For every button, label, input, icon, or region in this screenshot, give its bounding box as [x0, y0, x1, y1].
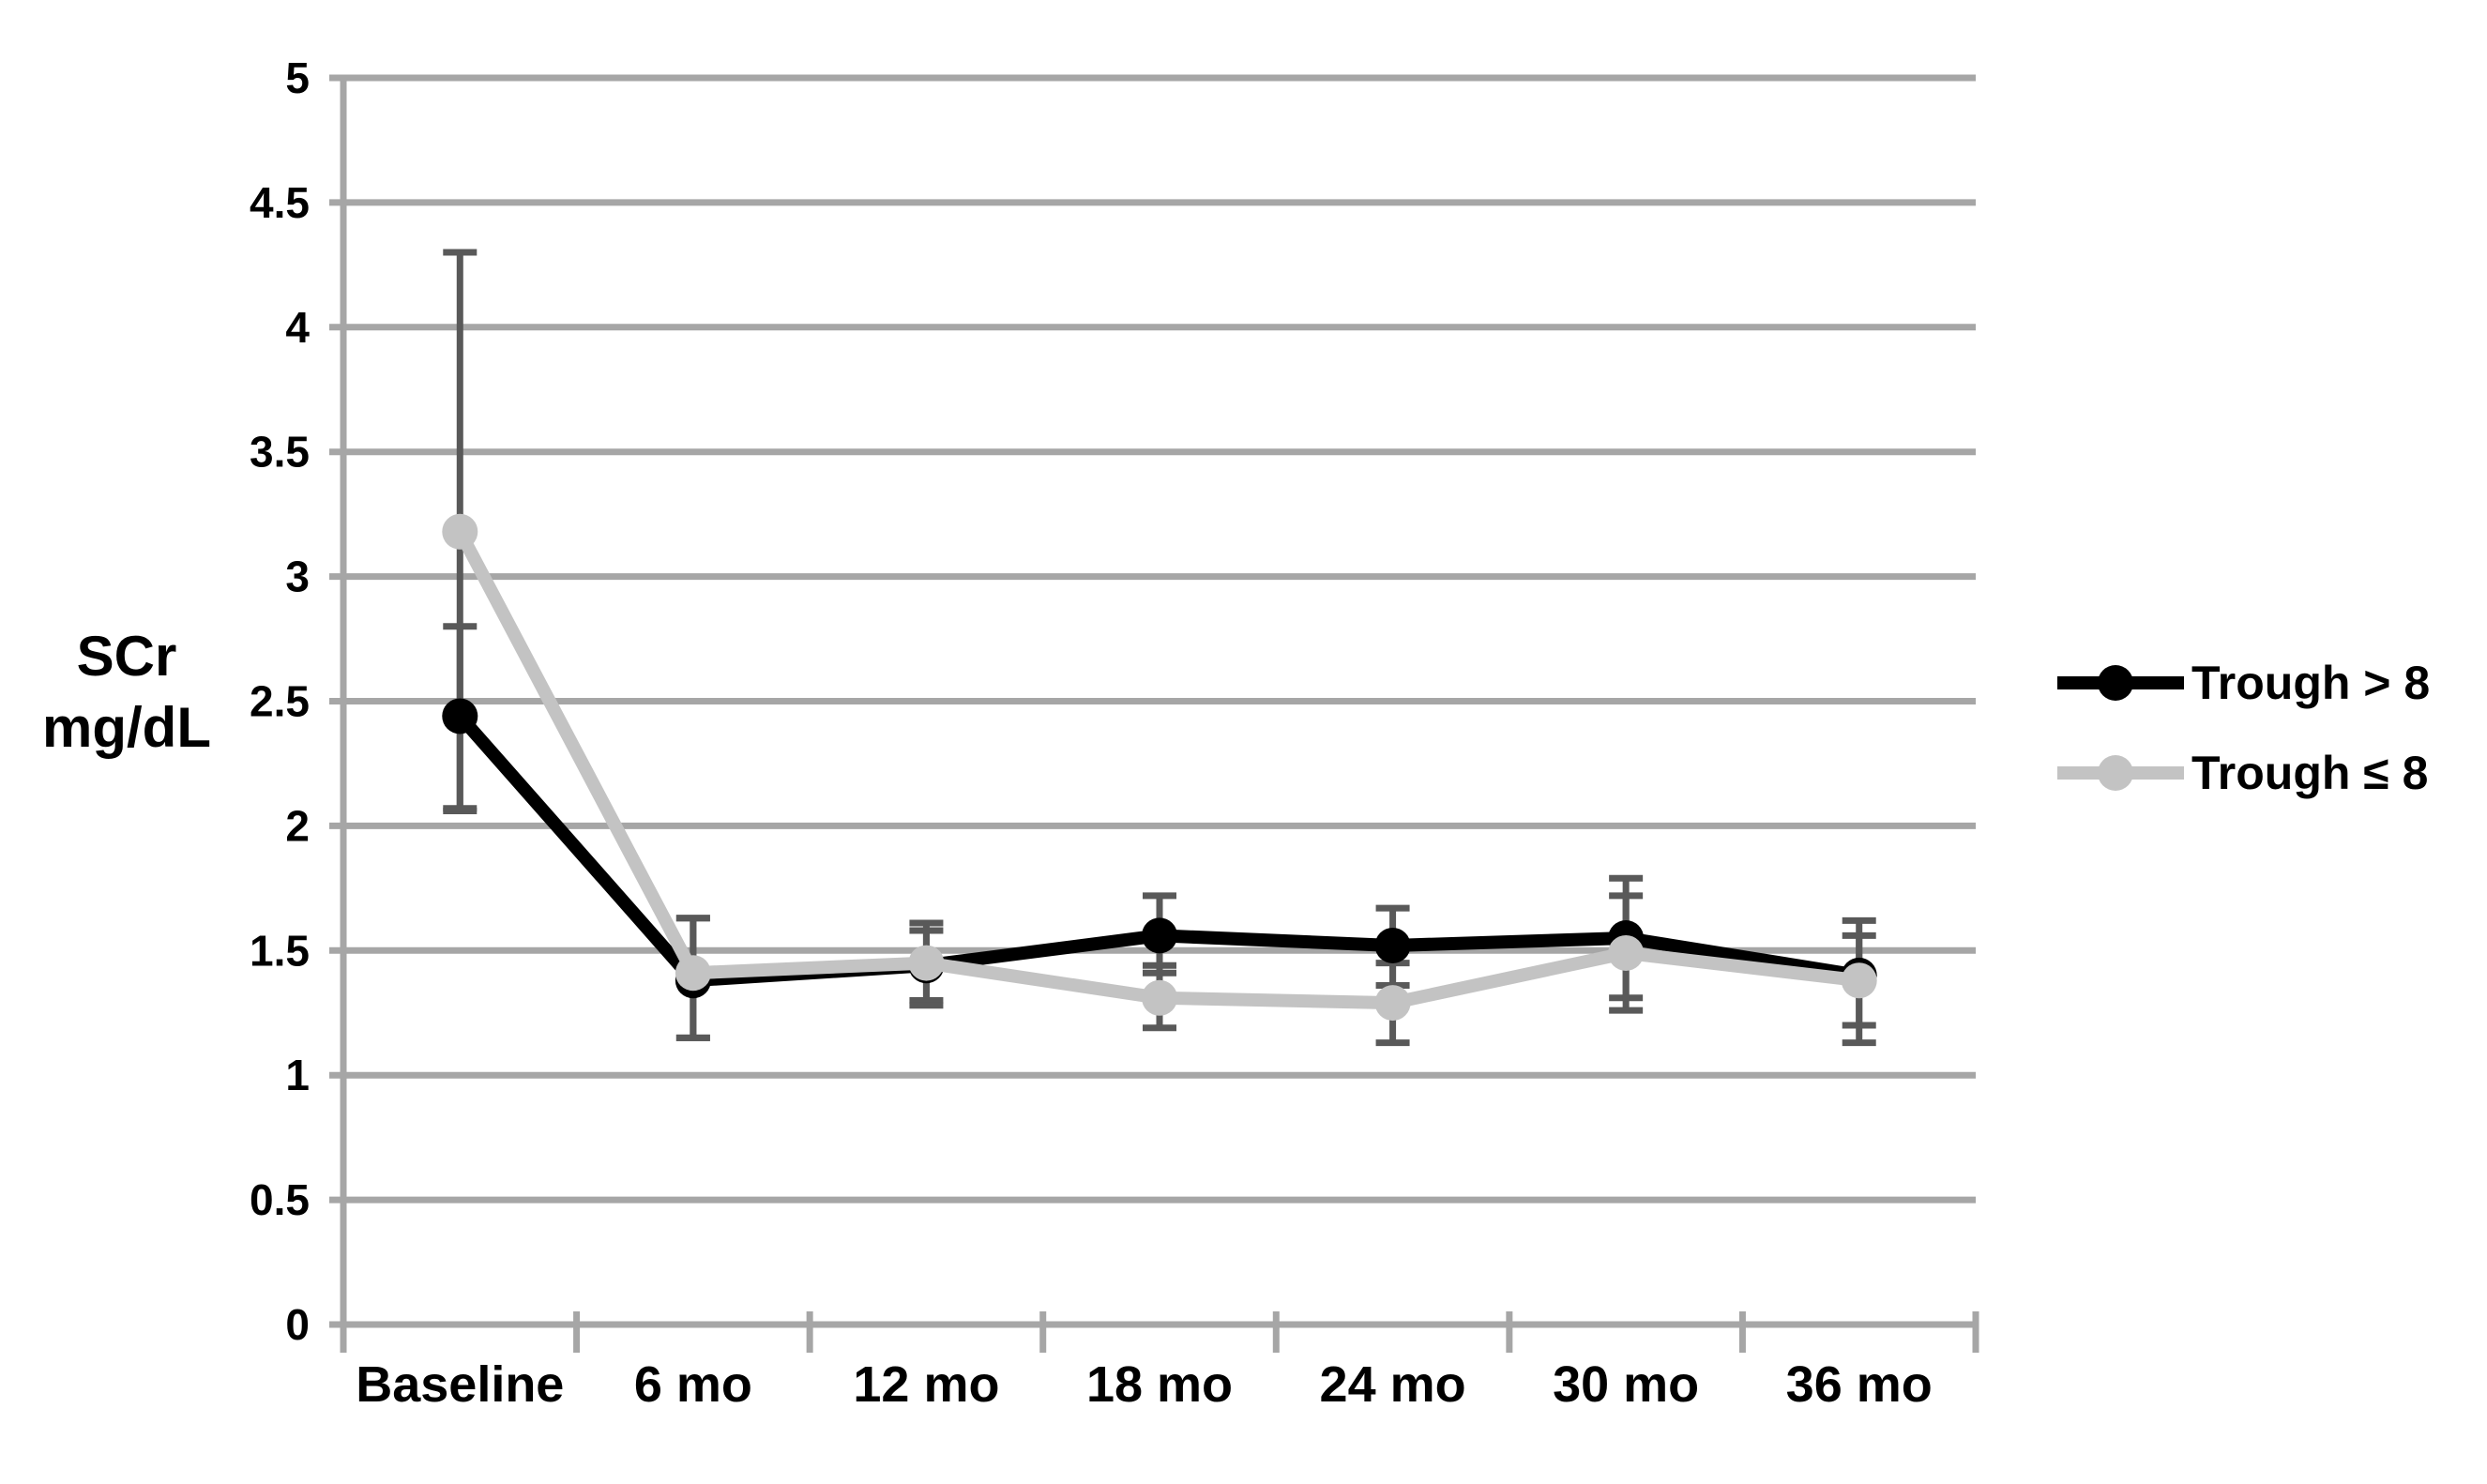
- data-point-marker: [1841, 962, 1877, 999]
- data-point-marker: [675, 955, 711, 992]
- y-axis-title-line1: SCr: [76, 625, 177, 688]
- legend-item-trough-le-8: Trough ≤ 8: [2057, 747, 2430, 799]
- y-tick-label: 3.5: [250, 428, 310, 477]
- legend-item-trough-gt-8: Trough > 8: [2057, 657, 2430, 709]
- legend-label-trough-le-8: Trough ≤ 8: [2191, 747, 2429, 799]
- x-axis-category-labels: Baseline 6 mo 12 mo 18 mo 24 mo 30 mo 36 mo: [356, 1356, 1933, 1413]
- y-tick-label: 0.5: [250, 1175, 310, 1224]
- x-axis-ticks: [340, 1311, 1979, 1353]
- y-tick-label: 4.5: [250, 178, 310, 227]
- x-category-label: 12 mo: [853, 1356, 999, 1413]
- legend-swatch-trough-le-8: [2057, 755, 2184, 791]
- y-tick-label: 1: [285, 1051, 310, 1099]
- y-tick-label: 0: [285, 1300, 310, 1349]
- gridlines: [329, 74, 1976, 1328]
- data-point-marker: [1608, 934, 1645, 971]
- data-point-marker: [442, 698, 478, 734]
- legend: Trough > 8 Trough ≤ 8: [2057, 657, 2430, 799]
- y-tick-label: 5: [285, 53, 310, 102]
- legend-marker-icon: [2098, 755, 2133, 791]
- y-tick-label: 3: [285, 553, 310, 601]
- data-point-marker: [1374, 927, 1411, 963]
- y-tick-label: 4: [285, 303, 310, 352]
- data-point-marker: [1374, 985, 1411, 1022]
- x-category-label: 36 mo: [1786, 1356, 1933, 1413]
- x-category-label: 6 mo: [634, 1356, 752, 1413]
- y-axis-tick-labels: 5 4.5 4 3.5 3 2.5 2 1.5 1 0.5 0: [250, 53, 310, 1349]
- x-category-label: 18 mo: [1086, 1356, 1233, 1413]
- x-category-label: 30 mo: [1553, 1356, 1699, 1413]
- legend-label-trough-gt-8: Trough > 8: [2191, 657, 2431, 709]
- y-axis-title: SCr mg/dL: [28, 621, 225, 764]
- legend-marker-icon: [2098, 665, 2133, 701]
- data-point-marker: [1142, 979, 1177, 1016]
- legend-swatch-trough-gt-8: [2057, 665, 2184, 701]
- x-category-label: 24 mo: [1320, 1356, 1466, 1413]
- data-point-marker: [908, 945, 945, 981]
- series-1: [442, 513, 1877, 1022]
- y-tick-label: 1.5: [250, 926, 310, 975]
- y-tick-label: 2.5: [250, 677, 310, 726]
- data-point-marker: [442, 513, 478, 550]
- y-tick-label: 2: [285, 801, 310, 850]
- data-point-marker: [1142, 917, 1177, 954]
- x-category-label: Baseline: [356, 1356, 564, 1413]
- y-axis-title-line2: mg/dL: [42, 696, 211, 760]
